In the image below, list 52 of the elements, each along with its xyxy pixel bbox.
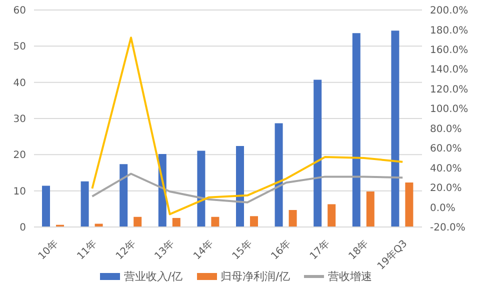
x-tick-label: 19年Q3 (375, 238, 410, 272)
x-tick-label: 12年 (114, 238, 138, 262)
y2-tick-label: 160.0% (430, 45, 468, 56)
x-tick-label: 18年 (346, 238, 371, 262)
bar (94, 224, 103, 227)
y-tick-label: 30 (13, 114, 26, 126)
x-tick-label: 15年 (230, 238, 254, 262)
bar (80, 181, 89, 227)
y2-tick-label: 200.0% (430, 6, 468, 17)
y-tick-label: 40 (13, 78, 26, 89)
y-tick-label: 20 (13, 150, 26, 162)
x-tick-label: 11年 (74, 238, 100, 262)
line-series (91, 172, 404, 204)
bar (288, 210, 297, 227)
bar (314, 80, 322, 227)
y2-tick-label: 0.0% (430, 202, 456, 214)
x-tick-label: 10年 (36, 238, 60, 262)
y2-tick-label: 60.0% (430, 144, 462, 155)
bar (391, 30, 400, 227)
bar (172, 218, 180, 227)
legend-label: 营业收入/亿 (124, 269, 182, 284)
y2-tick-label: 40.0% (430, 163, 462, 174)
y2-tick-label: 140.0% (430, 64, 468, 76)
y-tick-label: 10 (13, 186, 26, 198)
y-tick-label: 0 (20, 222, 26, 234)
y2-tick-label: 20.0% (430, 183, 462, 194)
x-tick-label: 16年 (268, 238, 294, 262)
bar (197, 150, 206, 227)
y2-tick-label: 180.0% (430, 25, 468, 36)
bar (211, 216, 220, 227)
bar (352, 33, 360, 227)
bar (366, 192, 374, 227)
legend-label: 营收增速 (328, 269, 372, 284)
y-tick-label: 60 (13, 6, 26, 17)
x-tick-label: 14年 (191, 238, 216, 262)
bar (250, 216, 258, 227)
x-tick-label: 17年 (308, 238, 332, 262)
bar (134, 216, 142, 227)
x-tick-label: 13年 (152, 238, 177, 262)
bar (274, 123, 283, 227)
y2-tick-label: -20.0% (430, 222, 466, 234)
y2-tick-label: 120.0% (430, 84, 468, 96)
y2-tick-label: 80.0% (430, 124, 462, 135)
bar (328, 204, 336, 227)
bar (42, 186, 50, 227)
y2-tick-label: 100.0% (430, 104, 468, 116)
legend-label: 归母净利润/亿 (220, 269, 290, 284)
y-tick-label: 50 (13, 42, 26, 53)
bar (405, 182, 414, 227)
line-series (91, 36, 404, 216)
bar (236, 146, 244, 227)
bar (120, 164, 128, 227)
